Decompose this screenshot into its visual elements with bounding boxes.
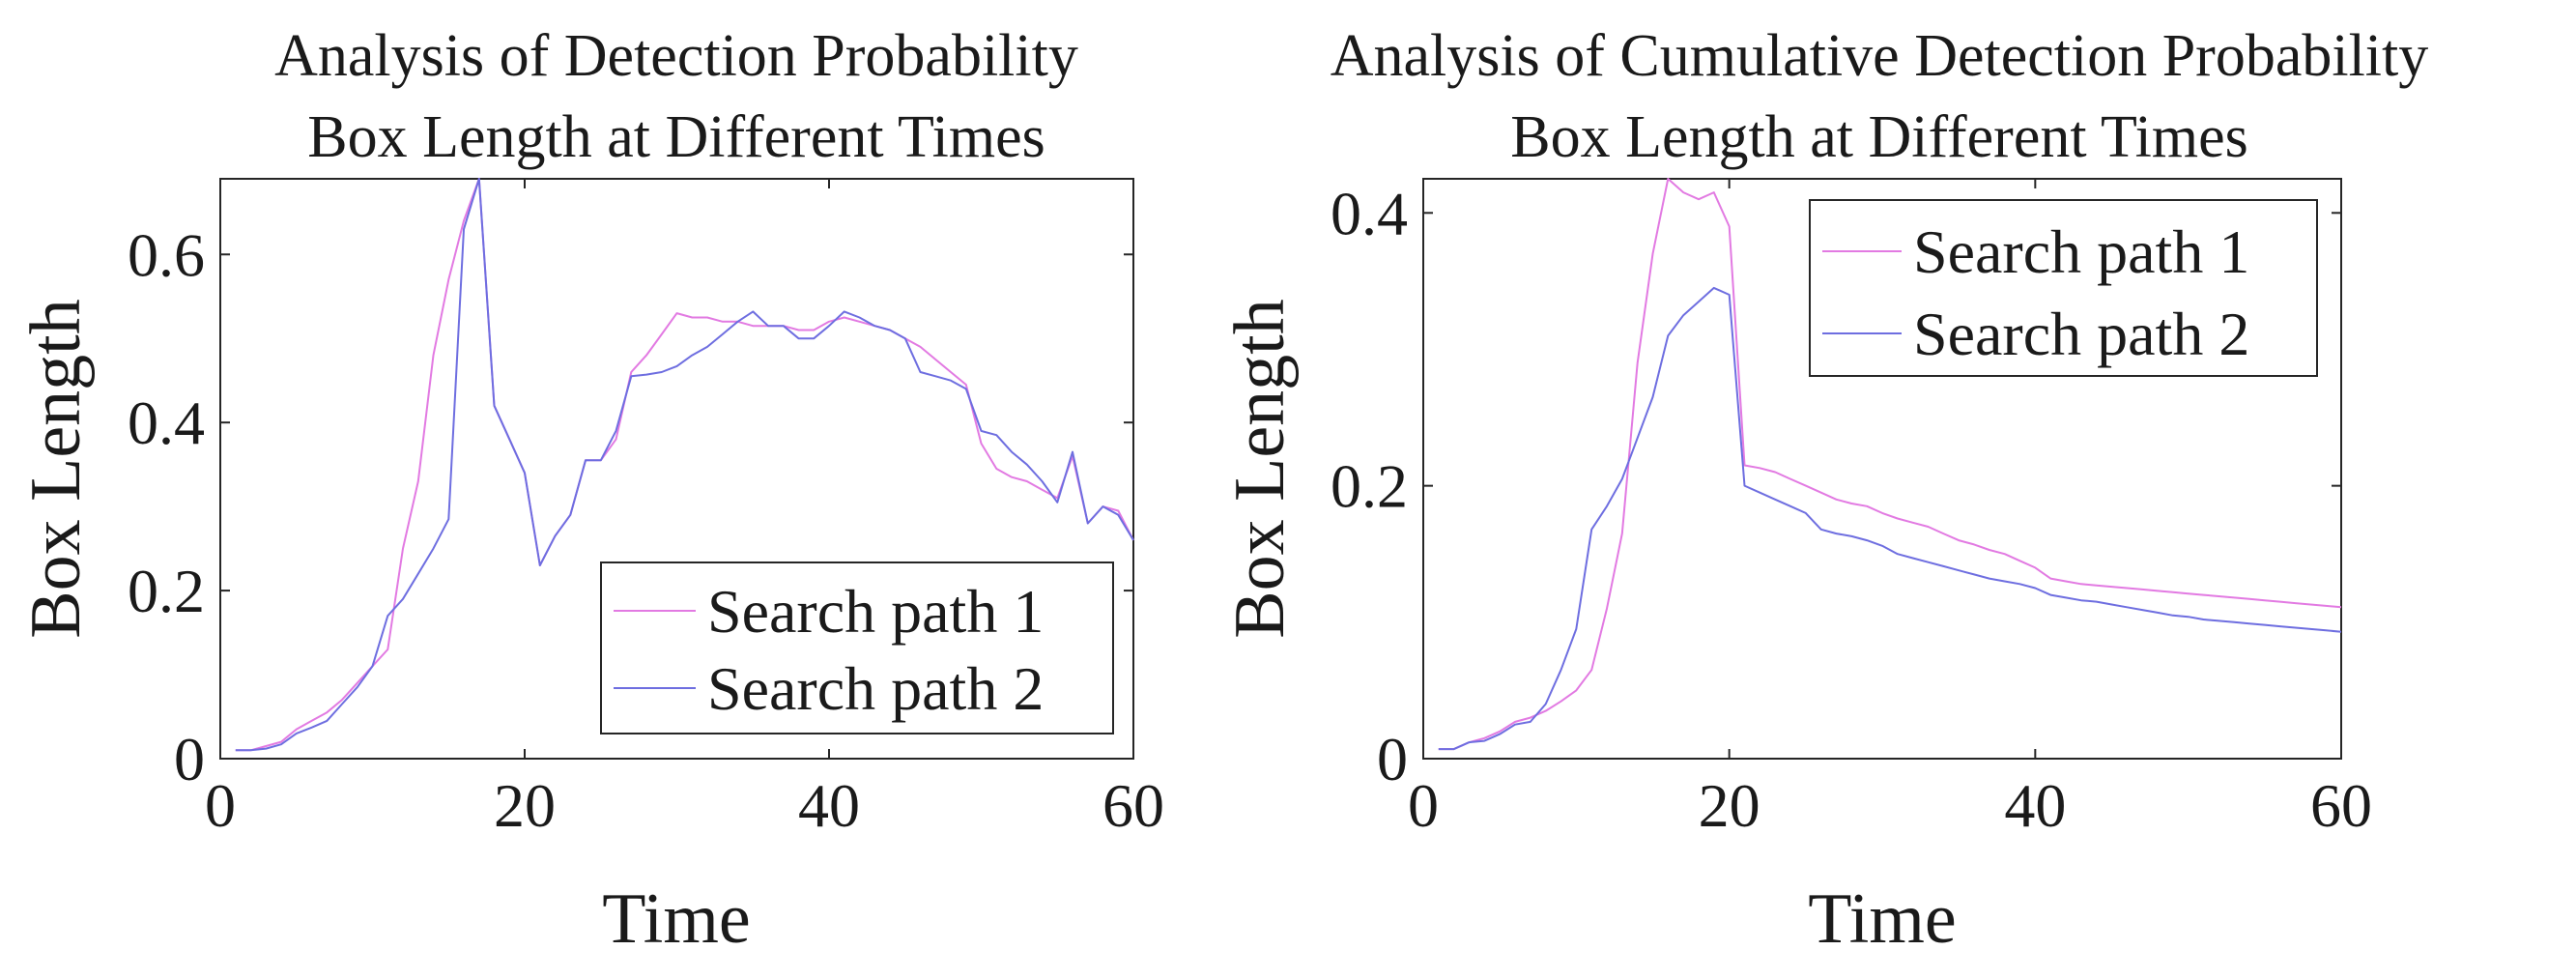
chart-right-title: Analysis of Cumulative Detection Probabi… — [1331, 23, 2429, 89]
chart-left-xtick-label: 20 — [494, 771, 556, 840]
chart-left-title: Analysis of Detection Probability — [274, 23, 1078, 89]
chart-right-ytick-label: 0.2 — [1331, 452, 1408, 521]
chart-left-xtick-label: 40 — [798, 771, 860, 840]
chart-left-ytick-label: 0 — [174, 725, 205, 793]
chart-right-ylabel: Box Length — [1220, 299, 1300, 638]
chart-right-series-line-1 — [1438, 178, 2342, 751]
chart-left-ytick-label: 0.4 — [128, 389, 205, 457]
chart-right-xtick-label: 60 — [2310, 771, 2372, 840]
chart-right-yticks: 0 0.2 0.4 — [1331, 179, 2341, 793]
chart-right-legend-label-2: Search path 2 — [1913, 300, 2249, 368]
chart-right-legend-label-1: Search path 1 — [1913, 217, 2249, 286]
chart-left-legend-label-1: Search path 1 — [707, 577, 1044, 646]
chart-left-ytick-label: 0.6 — [128, 220, 205, 289]
chart-right-legend: Search path 1 Search path 2 — [1809, 199, 2318, 377]
chart-right-ytick-label: 0.4 — [1331, 179, 1408, 247]
chart-right-xtick-label: 20 — [1699, 771, 1760, 840]
chart-left-xlabel: Time — [602, 879, 751, 959]
chart-right-xtick-label: 40 — [2004, 771, 2066, 840]
chart-left-xticks: 0 20 40 60 — [205, 179, 1164, 840]
chart-right-series-line-2 — [1438, 286, 2342, 751]
chart-left-xtick-label: 0 — [205, 771, 236, 840]
chart-right: Analysis of Cumulative Detection Probabi… — [1220, 23, 2428, 959]
chart-left-series — [235, 178, 1134, 752]
chart-left-xtick-label: 60 — [1102, 771, 1164, 840]
chart-left-legend-box — [600, 561, 1114, 734]
chart-right-series — [1438, 178, 2342, 751]
chart-right-xtick-label: 0 — [1408, 771, 1439, 840]
chart-left-series-line-1 — [235, 178, 1134, 752]
chart-left-series-line-2 — [235, 178, 1134, 752]
chart-right-ytick-label: 0 — [1377, 725, 1408, 793]
chart-right-subtitle: Box Length at Different Times — [1510, 104, 2247, 170]
chart-left-subtitle: Box Length at Different Times — [307, 104, 1045, 170]
chart-left-ytick-label: 0.2 — [128, 557, 205, 625]
chart-left: Analysis of Detection Probability Box Le… — [16, 23, 1164, 959]
chart-left-legend-label-2: Search path 2 — [707, 654, 1044, 723]
chart-left-legend: Search path 1 Search path 2 — [600, 561, 1114, 734]
chart-right-xlabel: Time — [1808, 879, 1957, 959]
chart-left-yticks: 0 0.2 0.4 0.6 — [128, 220, 1133, 793]
chart-right-xticks: 0 20 40 60 — [1408, 179, 2372, 840]
chart-right-legend-box — [1809, 199, 2318, 377]
chart-left-ylabel: Box Length — [16, 299, 96, 638]
